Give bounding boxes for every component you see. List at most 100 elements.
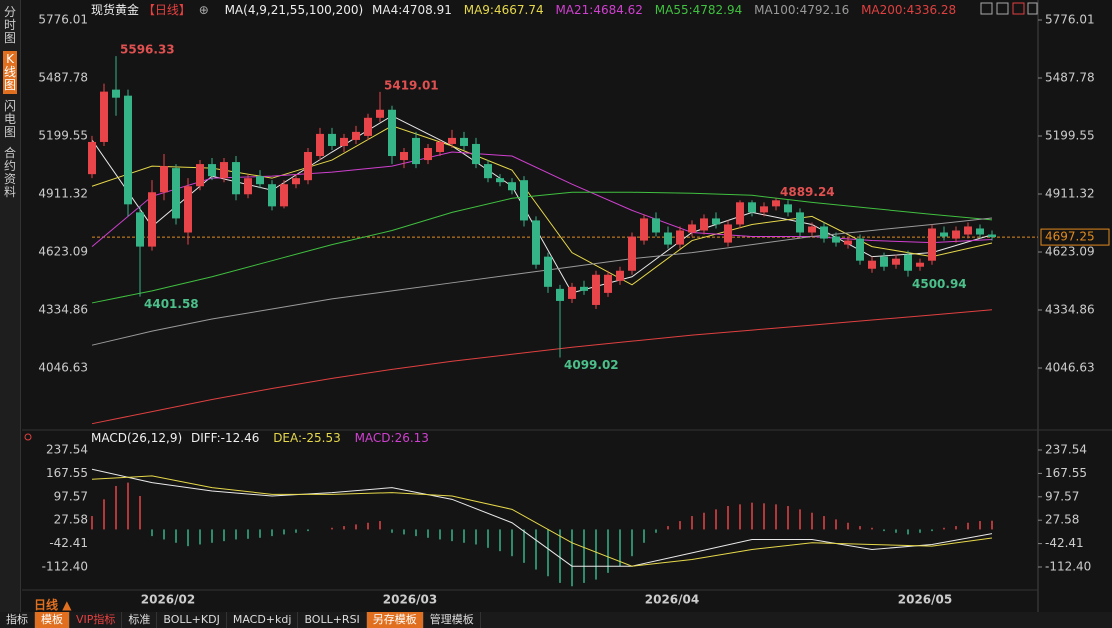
candle-body (316, 133, 324, 157)
candle-body (100, 91, 108, 142)
tool-button[interactable]: 管理模板 (424, 612, 481, 628)
y-tick-label: 167.55 (46, 466, 88, 480)
ma-lines (91, 115, 993, 425)
candle-body (292, 178, 300, 185)
tab[interactable]: 合约资料 (3, 146, 16, 199)
candle-body (904, 254, 912, 271)
candle-body (136, 212, 144, 247)
tool-button[interactable]: BOLL+KDJ (157, 612, 227, 628)
y-tick-label: 5199.55 (38, 129, 88, 143)
candle-body (268, 184, 276, 207)
candle-body (880, 256, 888, 267)
y-tick-label: -112.40 (42, 560, 88, 574)
toolbar: 指标 模板 VIP指标 标准 BOLL+KDJ MACD+kdj BOLL+RS… (0, 612, 1112, 628)
y-tick-label: 4046.63 (1045, 361, 1095, 375)
ma-line (91, 125, 993, 286)
tool-button[interactable]: MACD+kdj (227, 612, 299, 628)
y-tick-label: 5487.78 (1045, 71, 1095, 85)
x-tick-label: 2026/04 (645, 593, 699, 607)
sidebar: 分时图 K线图 闪电图 合约资料 (0, 0, 21, 612)
candle-body (784, 204, 792, 213)
ma-legend: MA55:4782.94 (655, 3, 743, 17)
candle-body (772, 200, 780, 207)
extreme-label: 5419.01 (384, 78, 439, 92)
tool-button[interactable]: 标准 (122, 612, 158, 628)
candle-body (352, 131, 360, 140)
y-tick-label: 4623.09 (1045, 245, 1095, 259)
tab[interactable]: 闪电图 (3, 99, 16, 139)
ma-line (91, 191, 993, 304)
icon[interactable]: ⊕ (199, 3, 209, 17)
y-tick-label: 237.54 (46, 443, 88, 457)
macd-label: MACD:26.13 (355, 431, 429, 445)
candle-body (148, 192, 156, 247)
candle-body (952, 230, 960, 239)
title: 现货黄金 (91, 2, 139, 17)
candle-body (448, 137, 456, 144)
candle-body (244, 178, 252, 195)
macd-title: MACD(26,12,9) (91, 431, 182, 445)
candle-body (208, 164, 216, 177)
candle-body (280, 184, 288, 207)
y-tick-label: -42.41 (1045, 536, 1084, 550)
candle-body (652, 218, 660, 233)
tab[interactable]: K线图 (3, 51, 17, 94)
y-tick-label: -112.40 (1045, 560, 1091, 574)
ma-line (91, 217, 993, 346)
y-tick-label: 5776.01 (1045, 13, 1095, 27)
candle-body (568, 286, 576, 299)
candle-body (676, 230, 684, 245)
candle-body (736, 202, 744, 225)
candle-body (460, 137, 468, 146)
candle-body (616, 270, 624, 281)
candle-body (664, 232, 672, 245)
ma-line (91, 309, 993, 425)
candle-body (424, 147, 432, 161)
y-tick-label: 4334.86 (1045, 303, 1095, 317)
icon[interactable] (24, 433, 32, 441)
candle-body (868, 260, 876, 269)
y-tick-label: 237.54 (1045, 443, 1087, 457)
y-tick-label: 5487.78 (38, 71, 88, 85)
candle-body (328, 133, 336, 146)
y-tick-label: 4911.32 (1045, 187, 1095, 201)
last-price-box (1040, 228, 1110, 246)
tool-button[interactable]: VIP指标 (70, 612, 123, 628)
candle-body (124, 95, 132, 205)
y-tick-label: 4623.09 (38, 245, 88, 259)
candle-body (400, 152, 408, 161)
candle-body (700, 218, 708, 231)
candle-body (940, 232, 948, 237)
dea-line (91, 475, 993, 567)
y-tick-label: 5199.55 (1045, 129, 1095, 143)
tool-button[interactable]: 另存模板 (366, 612, 424, 628)
candle-body (196, 164, 204, 187)
candle-body (856, 238, 864, 261)
candle-body (436, 141, 444, 153)
candle-body (688, 224, 696, 233)
candle-body (796, 212, 804, 233)
candle-body (376, 109, 384, 118)
candle-body (712, 218, 720, 225)
candle-body (388, 109, 396, 157)
y-tick-label: 4046.63 (38, 361, 88, 375)
tab[interactable]: 分时图 (3, 5, 16, 45)
x-tick-label: 2026/03 (383, 593, 437, 607)
tool-button[interactable]: BOLL+RSI (298, 612, 367, 628)
candle-body (916, 262, 924, 267)
candle-body (964, 226, 972, 235)
candle-body (844, 240, 852, 245)
candle-body (220, 162, 228, 179)
candle-body (832, 236, 840, 243)
candle-body (88, 141, 96, 175)
ma-legend: MA9:4667.74 (464, 3, 544, 17)
period-selector[interactable]: 日线 ▲ (34, 598, 72, 612)
extreme-label: 4099.02 (564, 358, 619, 372)
y-tick-label: 167.55 (1045, 466, 1087, 480)
extreme-label: 5596.33 (120, 43, 175, 57)
tool-button[interactable]: 模板 (35, 612, 70, 628)
candle-body (988, 234, 996, 238)
tool-button[interactable]: 指标 (0, 612, 35, 628)
candle-body (748, 202, 756, 213)
